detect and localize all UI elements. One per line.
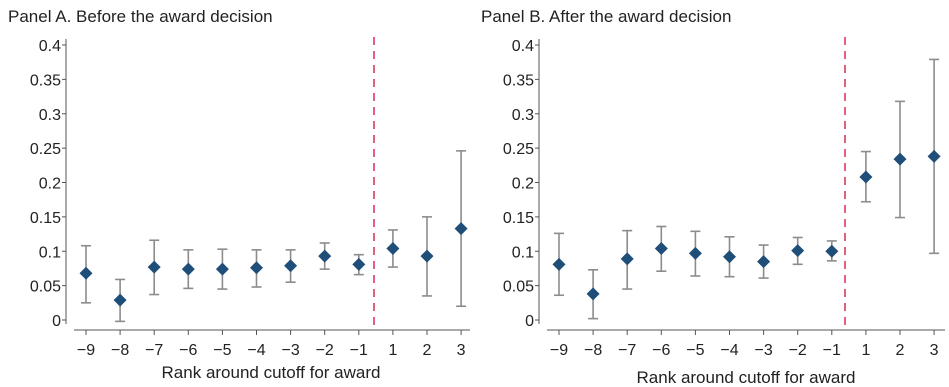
x-tick-label: −4 (247, 342, 265, 359)
data-point-marker (284, 259, 298, 273)
y-tick-label: 0.3 (39, 107, 61, 124)
x-tick-label: −3 (281, 342, 299, 359)
x-tick-label: −5 (686, 342, 704, 359)
data-point-marker (927, 149, 941, 163)
y-tick-label: 0.2 (39, 176, 61, 193)
x-tick-label: −5 (213, 342, 231, 359)
data-point-marker (757, 255, 771, 269)
data-point-marker (181, 262, 195, 276)
data-point-marker (215, 262, 229, 276)
x-tick-label: 1 (388, 342, 397, 359)
x-tick-label: −8 (111, 342, 129, 359)
x-tick-label: 3 (930, 342, 939, 359)
y-tick-label: 0.15 (30, 210, 61, 227)
data-point-marker (859, 170, 873, 184)
panel-a: Panel A. Before the award decision 0 0.05 0… (8, 7, 470, 382)
x-tick-label: −1 (350, 342, 368, 359)
data-point-marker (250, 261, 263, 275)
y-tick-label: 0.25 (503, 141, 534, 158)
x-tick-label: −8 (584, 342, 602, 359)
data-point-marker (454, 222, 468, 236)
y-tick-label: 0.15 (503, 210, 534, 227)
data-point-marker (586, 287, 600, 301)
data-point-marker (79, 266, 93, 280)
data-point-marker (420, 249, 434, 263)
x-axis-title: Rank around cutoff for award (162, 363, 381, 382)
y-tick-label: 0.4 (512, 38, 534, 55)
y-tick-label: 0.4 (39, 38, 61, 55)
data-point-marker (386, 242, 400, 255)
y-tick-label: 0 (52, 313, 61, 330)
x-tick-label: −3 (754, 342, 772, 359)
data-point-marker (723, 250, 736, 264)
y-tick-label: 0.35 (503, 72, 534, 89)
panel-title: Panel A. Before the award decision (8, 7, 273, 26)
x-tick-label: −4 (720, 342, 738, 359)
data-point-marker (113, 293, 127, 307)
data-point-marker (893, 152, 907, 166)
y-tick-label: 0.1 (512, 244, 534, 261)
x-axis-title: Rank around cutoff for award (637, 368, 856, 387)
x-tick-label: −2 (789, 342, 807, 359)
y-tick-label: 0.05 (503, 279, 534, 296)
data-point-marker (318, 249, 332, 263)
y-tick-label: 0.05 (30, 279, 61, 296)
x-tick-label: −6 (652, 342, 670, 359)
panel-b: Panel B. After the award decision 0 0.05 0.… (481, 7, 945, 387)
x-tick-label: −6 (179, 342, 197, 359)
data-point-marker (688, 246, 702, 260)
y-tick-label: 0.35 (30, 72, 61, 89)
x-tick-label: 2 (896, 342, 905, 359)
x-tick-label: 1 (861, 342, 870, 359)
data-point-marker (552, 257, 566, 271)
x-tick-label: −9 (77, 342, 95, 359)
x-tick-label: −7 (145, 342, 163, 359)
data-point-marker (147, 260, 161, 274)
data-point-marker (352, 257, 366, 271)
y-tick-label: 0.1 (39, 244, 61, 261)
y-tick-label: 0.25 (30, 141, 61, 158)
data-point-marker (825, 244, 839, 258)
x-tick-label: −1 (823, 342, 841, 359)
y-tick-label: 0 (525, 313, 534, 330)
data-point-marker (654, 242, 668, 255)
y-tick-label: 0.2 (512, 176, 534, 193)
x-tick-label: −9 (550, 342, 568, 359)
x-tick-label: −2 (316, 342, 334, 359)
x-tick-label: 3 (457, 342, 466, 359)
panel-title: Panel B. After the award decision (481, 7, 731, 26)
x-tick-label: −7 (618, 342, 636, 359)
data-point-marker (620, 252, 634, 266)
x-tick-label: 2 (423, 342, 432, 359)
data-point-marker (791, 244, 805, 258)
y-tick-label: 0.3 (512, 107, 534, 124)
